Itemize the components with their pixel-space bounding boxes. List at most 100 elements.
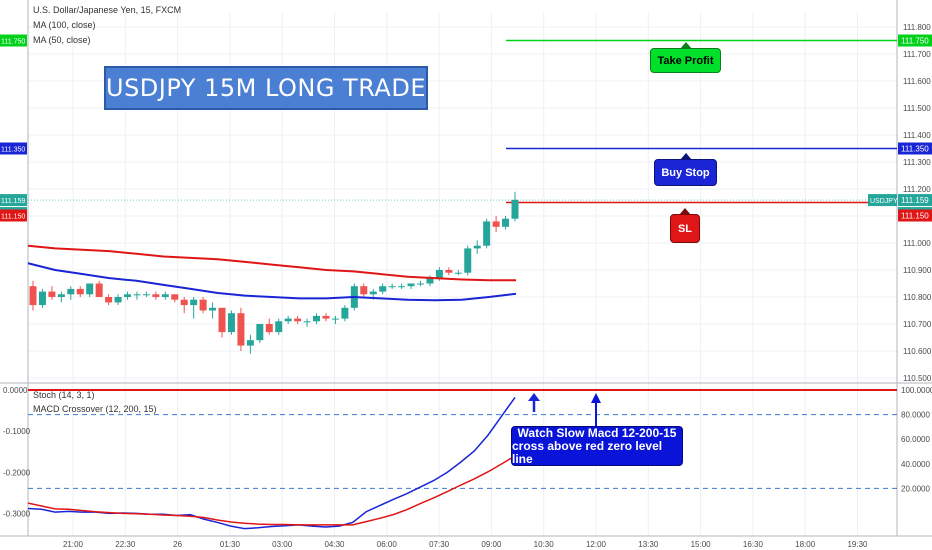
take-profit-callout[interactable]: Take Profit <box>650 42 721 73</box>
price-tick-label: 111.200 <box>903 185 931 194</box>
candle-body <box>133 294 141 296</box>
candle-body <box>388 286 396 288</box>
candle-body <box>142 294 150 296</box>
price-tag-left-label: 111.350 <box>1 147 25 154</box>
signal-line <box>27 455 516 526</box>
time-tick-label: 26 <box>173 540 182 549</box>
stoch-axis-label: 60.0000 <box>901 435 930 444</box>
candle-body <box>38 291 46 306</box>
price-tag-left <box>0 209 27 222</box>
macd-axis-label: 0.0000 <box>3 386 28 395</box>
candle-body <box>152 294 160 297</box>
candle-body <box>294 318 302 322</box>
candle-body <box>407 283 415 287</box>
candle-body <box>483 221 491 246</box>
candle-body <box>275 321 283 333</box>
ma50-line <box>27 262 517 302</box>
time-tick-label: 19:30 <box>847 540 868 549</box>
stoch-axis-label: 100.0000 <box>901 386 932 395</box>
candle-body <box>199 299 207 311</box>
candle-body <box>67 288 75 295</box>
candle-body <box>331 318 339 320</box>
price-tag-right <box>898 194 932 207</box>
price-tag-right <box>898 34 932 47</box>
macd-axis-label: -0.3000 <box>3 509 31 518</box>
price-tick-label: 110.500 <box>903 374 932 383</box>
buy-stop-callout[interactable]: Buy Stop <box>654 153 717 186</box>
candle-body <box>341 307 349 319</box>
price-tag-right <box>898 209 932 222</box>
price-tag-left-label: 111.750 <box>1 39 25 46</box>
price-tick-label: 111.600 <box>903 77 931 86</box>
stoch-axis-label: 40.0000 <box>901 460 930 469</box>
price-tick-label: 111.800 <box>903 23 931 32</box>
stop-loss-callout[interactable]: SL <box>670 208 700 243</box>
time-tick-label: 21:00 <box>63 540 84 549</box>
stoch-axis-label: 20.0000 <box>901 484 930 493</box>
callout-pointer-head <box>591 393 601 403</box>
price-tag-left <box>0 142 27 155</box>
time-tick-label: 16:30 <box>743 540 764 549</box>
price-tag-right <box>898 142 932 155</box>
stoch-axis-label: 80.0000 <box>901 411 930 420</box>
macd-note-callout[interactable]: Watch Slow Macd 12-200-15 cross above re… <box>511 426 683 466</box>
time-tick-label: 18:00 <box>795 540 816 549</box>
candle-body <box>369 291 377 295</box>
macd-axis-label: -0.2000 <box>3 468 31 477</box>
candle-body <box>114 297 122 303</box>
ma100-legend: MA (100, close) <box>33 20 96 30</box>
symbol-tag <box>868 194 897 207</box>
time-tick-label: 07:30 <box>429 540 450 549</box>
candle-body <box>237 313 245 346</box>
candle-body <box>398 286 406 288</box>
candle-body <box>227 313 235 333</box>
candle-body <box>464 248 472 273</box>
candle-body <box>105 297 113 303</box>
time-tick-label: 04:30 <box>324 540 345 549</box>
price-tag-left-label: 111.150 <box>1 214 25 221</box>
price-tag-left-label: 111.159 <box>1 198 25 205</box>
candle-body <box>180 299 188 306</box>
price-tick-label: 110.900 <box>903 266 932 275</box>
time-tick-label: 10:30 <box>534 540 555 549</box>
time-tick-label: 01:30 <box>220 540 241 549</box>
candle-body <box>86 283 94 295</box>
price-tag-right-label: 111.159 <box>901 196 929 205</box>
price-tag-left <box>0 194 27 207</box>
macd-line <box>27 396 516 530</box>
price-tick-label: 111.400 <box>903 131 931 140</box>
price-tick-label: 111.000 <box>903 239 931 248</box>
candle-body <box>190 299 198 306</box>
candle-body <box>124 294 132 297</box>
candle-body <box>76 288 84 295</box>
price-tag-right-label: 111.150 <box>901 212 929 221</box>
candle-body <box>492 221 500 227</box>
stoch-legend: Stoch (14, 3, 1) <box>33 390 95 400</box>
candle-body <box>161 294 169 297</box>
candle-body <box>95 283 103 297</box>
ma50-legend: MA (50, close) <box>33 35 91 45</box>
candle-body <box>218 307 226 333</box>
candle-body <box>360 286 368 295</box>
price-tag-right-label: 111.750 <box>901 37 929 46</box>
candle-body <box>284 318 292 322</box>
ma100-line <box>27 244 516 282</box>
candle-body <box>246 340 254 346</box>
macd-note-line2: cross above red zero level line <box>512 438 663 466</box>
candle-body <box>435 270 443 279</box>
candle-body <box>502 218 510 227</box>
candle-body <box>426 278 434 284</box>
candle-body <box>313 315 321 322</box>
candle-body <box>473 245 481 249</box>
candle-body <box>454 272 462 274</box>
time-tick-label: 13:30 <box>638 540 659 549</box>
up-arrow-head <box>528 393 540 401</box>
candle-body <box>379 286 387 292</box>
macd-legend: MACD Crossover (12, 200, 15) <box>33 404 157 414</box>
time-tick-label: 09:00 <box>481 540 502 549</box>
time-tick-label: 15:00 <box>691 540 712 549</box>
price-tick-label: 110.700 <box>903 320 932 329</box>
candle-body <box>265 324 273 333</box>
price-tick-label: 110.600 <box>903 347 932 356</box>
price-tick-label: 111.700 <box>903 50 931 59</box>
